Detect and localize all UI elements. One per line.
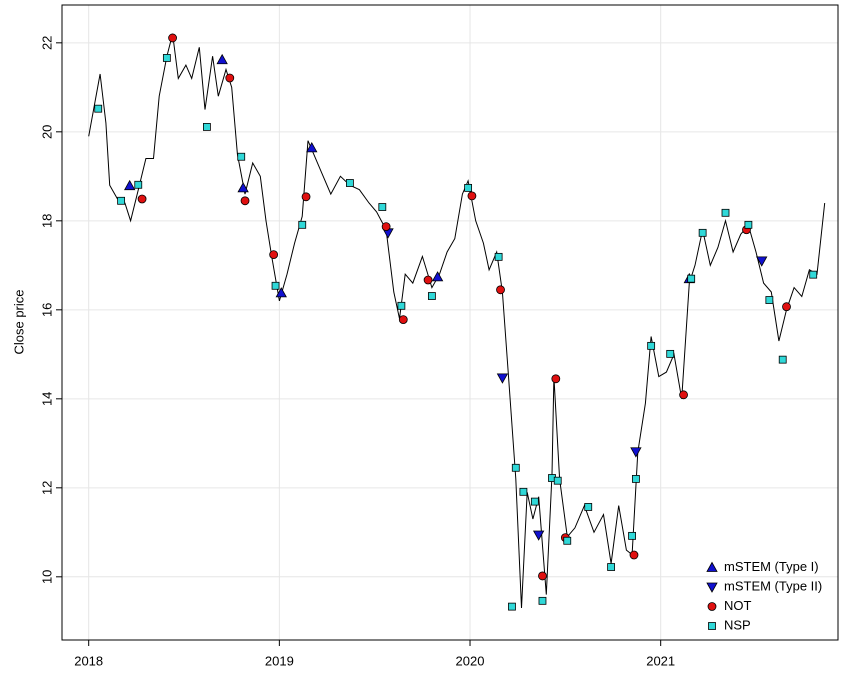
- marker: [511, 463, 520, 472]
- marker: [782, 302, 791, 312]
- marker: [237, 152, 246, 161]
- marker: [628, 531, 636, 540]
- marker: [721, 208, 730, 217]
- marker: [631, 475, 640, 483]
- marker: [765, 296, 774, 304]
- marker: [275, 287, 287, 298]
- x-tick-label: 2020: [456, 653, 485, 668]
- marker: [94, 104, 103, 113]
- plot-frame: [61, 4, 839, 641]
- y-tick-label: 16: [39, 303, 54, 317]
- marker: [216, 53, 228, 65]
- marker: [496, 373, 509, 384]
- marker: [117, 196, 126, 205]
- legend-marker: [706, 582, 718, 593]
- marker: [168, 33, 177, 43]
- marker: [464, 183, 473, 192]
- marker: [778, 355, 787, 364]
- marker: [496, 285, 505, 295]
- marker: [687, 274, 696, 283]
- marker: [679, 390, 688, 400]
- marker: [269, 250, 279, 260]
- marker: [162, 54, 171, 62]
- marker: [306, 142, 318, 153]
- marker: [629, 550, 639, 560]
- marker: [298, 220, 307, 229]
- marker: [301, 192, 311, 202]
- legend-label: NOT: [724, 598, 752, 613]
- marker: [698, 228, 707, 237]
- legend-marker: [707, 602, 717, 611]
- y-axis-label: Close price: [11, 289, 26, 354]
- marker: [630, 447, 642, 458]
- x-tick-label: 2021: [646, 653, 675, 668]
- marker: [584, 503, 593, 511]
- price-line: [88, 33, 826, 609]
- marker: [551, 374, 561, 384]
- marker: [431, 271, 444, 282]
- marker: [756, 256, 768, 267]
- x-tick-label: 2018: [74, 653, 103, 668]
- y-tick-label: 22: [39, 36, 54, 50]
- marker: [666, 349, 675, 358]
- marker: [494, 252, 503, 261]
- marker: [538, 571, 547, 581]
- legend-label: mSTEM (Type I): [724, 559, 819, 574]
- legend-label: mSTEM (Type II): [724, 578, 822, 593]
- marker: [607, 563, 616, 571]
- marker: [744, 220, 753, 229]
- marker: [271, 281, 280, 290]
- marker: [124, 179, 136, 191]
- marker: [563, 536, 572, 545]
- marker: [519, 487, 528, 496]
- marker: [137, 194, 147, 204]
- marker: [647, 341, 656, 350]
- marker: [134, 180, 143, 189]
- y-tick-label: 14: [39, 392, 54, 406]
- legend-marker: [706, 561, 718, 572]
- marker: [398, 315, 408, 325]
- y-tick-label: 20: [39, 125, 54, 139]
- marker: [427, 292, 436, 300]
- marker: [467, 191, 477, 201]
- marker: [397, 301, 406, 310]
- y-tick-label: 18: [39, 214, 54, 228]
- marker: [809, 270, 818, 279]
- y-tick-label: 12: [39, 481, 54, 495]
- x-tick-label: 2019: [265, 653, 294, 668]
- marker: [508, 602, 516, 611]
- marker: [381, 222, 391, 232]
- marker: [538, 596, 547, 605]
- marker: [532, 530, 545, 541]
- y-tick-label: 10: [39, 570, 54, 584]
- marker: [203, 123, 211, 131]
- marker: [553, 476, 562, 485]
- legend-marker: [708, 622, 716, 630]
- marker: [378, 203, 387, 211]
- marker: [237, 182, 249, 193]
- marker: [423, 275, 433, 285]
- marker: [240, 196, 250, 206]
- marker: [530, 497, 539, 506]
- legend-label: NSP: [724, 617, 751, 632]
- marker: [225, 73, 235, 83]
- marker: [346, 179, 354, 187]
